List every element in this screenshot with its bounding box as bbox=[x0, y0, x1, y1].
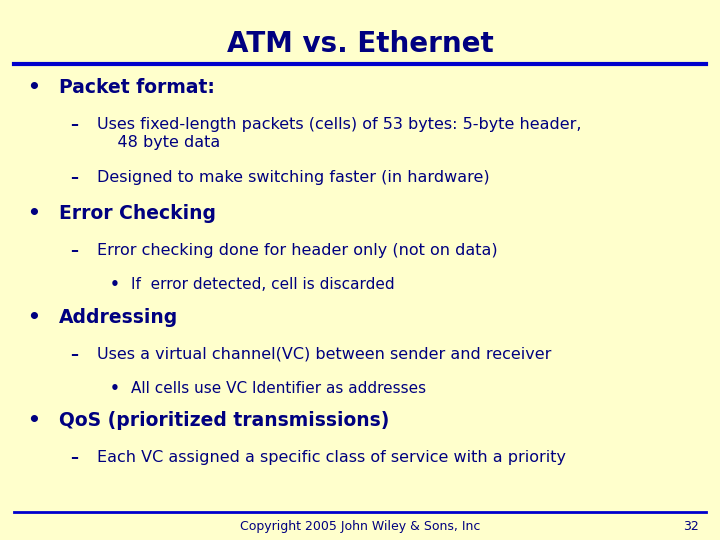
Text: •: • bbox=[27, 204, 40, 223]
Text: 32: 32 bbox=[683, 520, 698, 533]
Text: QoS (prioritized transmissions): QoS (prioritized transmissions) bbox=[59, 411, 390, 430]
Text: –: – bbox=[71, 243, 78, 258]
Text: Error checking done for header only (not on data): Error checking done for header only (not… bbox=[97, 243, 498, 258]
Text: –: – bbox=[71, 117, 78, 132]
Text: Each VC assigned a specific class of service with a priority: Each VC assigned a specific class of ser… bbox=[97, 450, 566, 465]
Text: Packet format:: Packet format: bbox=[59, 78, 215, 97]
Text: Designed to make switching faster (in hardware): Designed to make switching faster (in ha… bbox=[97, 170, 490, 185]
Text: •: • bbox=[109, 277, 120, 292]
Text: –: – bbox=[71, 170, 78, 185]
Text: Uses fixed-length packets (cells) of 53 bytes: 5-byte header,
    48 byte data: Uses fixed-length packets (cells) of 53 … bbox=[97, 117, 582, 150]
Text: Error Checking: Error Checking bbox=[59, 204, 216, 223]
Text: •: • bbox=[27, 308, 40, 327]
Text: ATM vs. Ethernet: ATM vs. Ethernet bbox=[227, 30, 493, 58]
Text: If  error detected, cell is discarded: If error detected, cell is discarded bbox=[131, 277, 395, 292]
Text: •: • bbox=[109, 381, 120, 396]
Text: Addressing: Addressing bbox=[59, 308, 179, 327]
Text: –: – bbox=[71, 347, 78, 362]
Text: Copyright 2005 John Wiley & Sons, Inc: Copyright 2005 John Wiley & Sons, Inc bbox=[240, 520, 480, 533]
Text: •: • bbox=[27, 78, 40, 97]
Text: Uses a virtual channel(VC) between sender and receiver: Uses a virtual channel(VC) between sende… bbox=[97, 347, 552, 362]
Text: –: – bbox=[71, 450, 78, 465]
Text: All cells use VC Identifier as addresses: All cells use VC Identifier as addresses bbox=[131, 381, 426, 396]
Text: •: • bbox=[27, 411, 40, 430]
